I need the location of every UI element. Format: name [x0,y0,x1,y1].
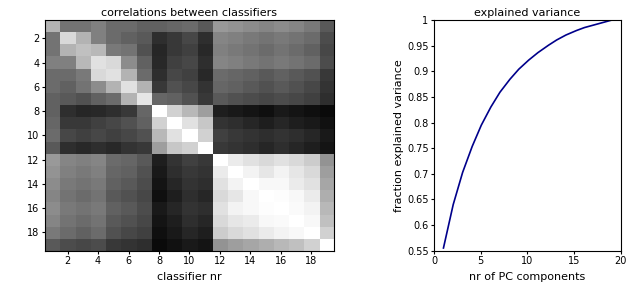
Y-axis label: fraction explained variance: fraction explained variance [394,59,404,212]
X-axis label: classifier nr: classifier nr [157,272,222,282]
Title: explained variance: explained variance [474,8,580,18]
Title: correlations between classifiers: correlations between classifiers [102,8,278,18]
X-axis label: nr of PC components: nr of PC components [469,272,586,282]
